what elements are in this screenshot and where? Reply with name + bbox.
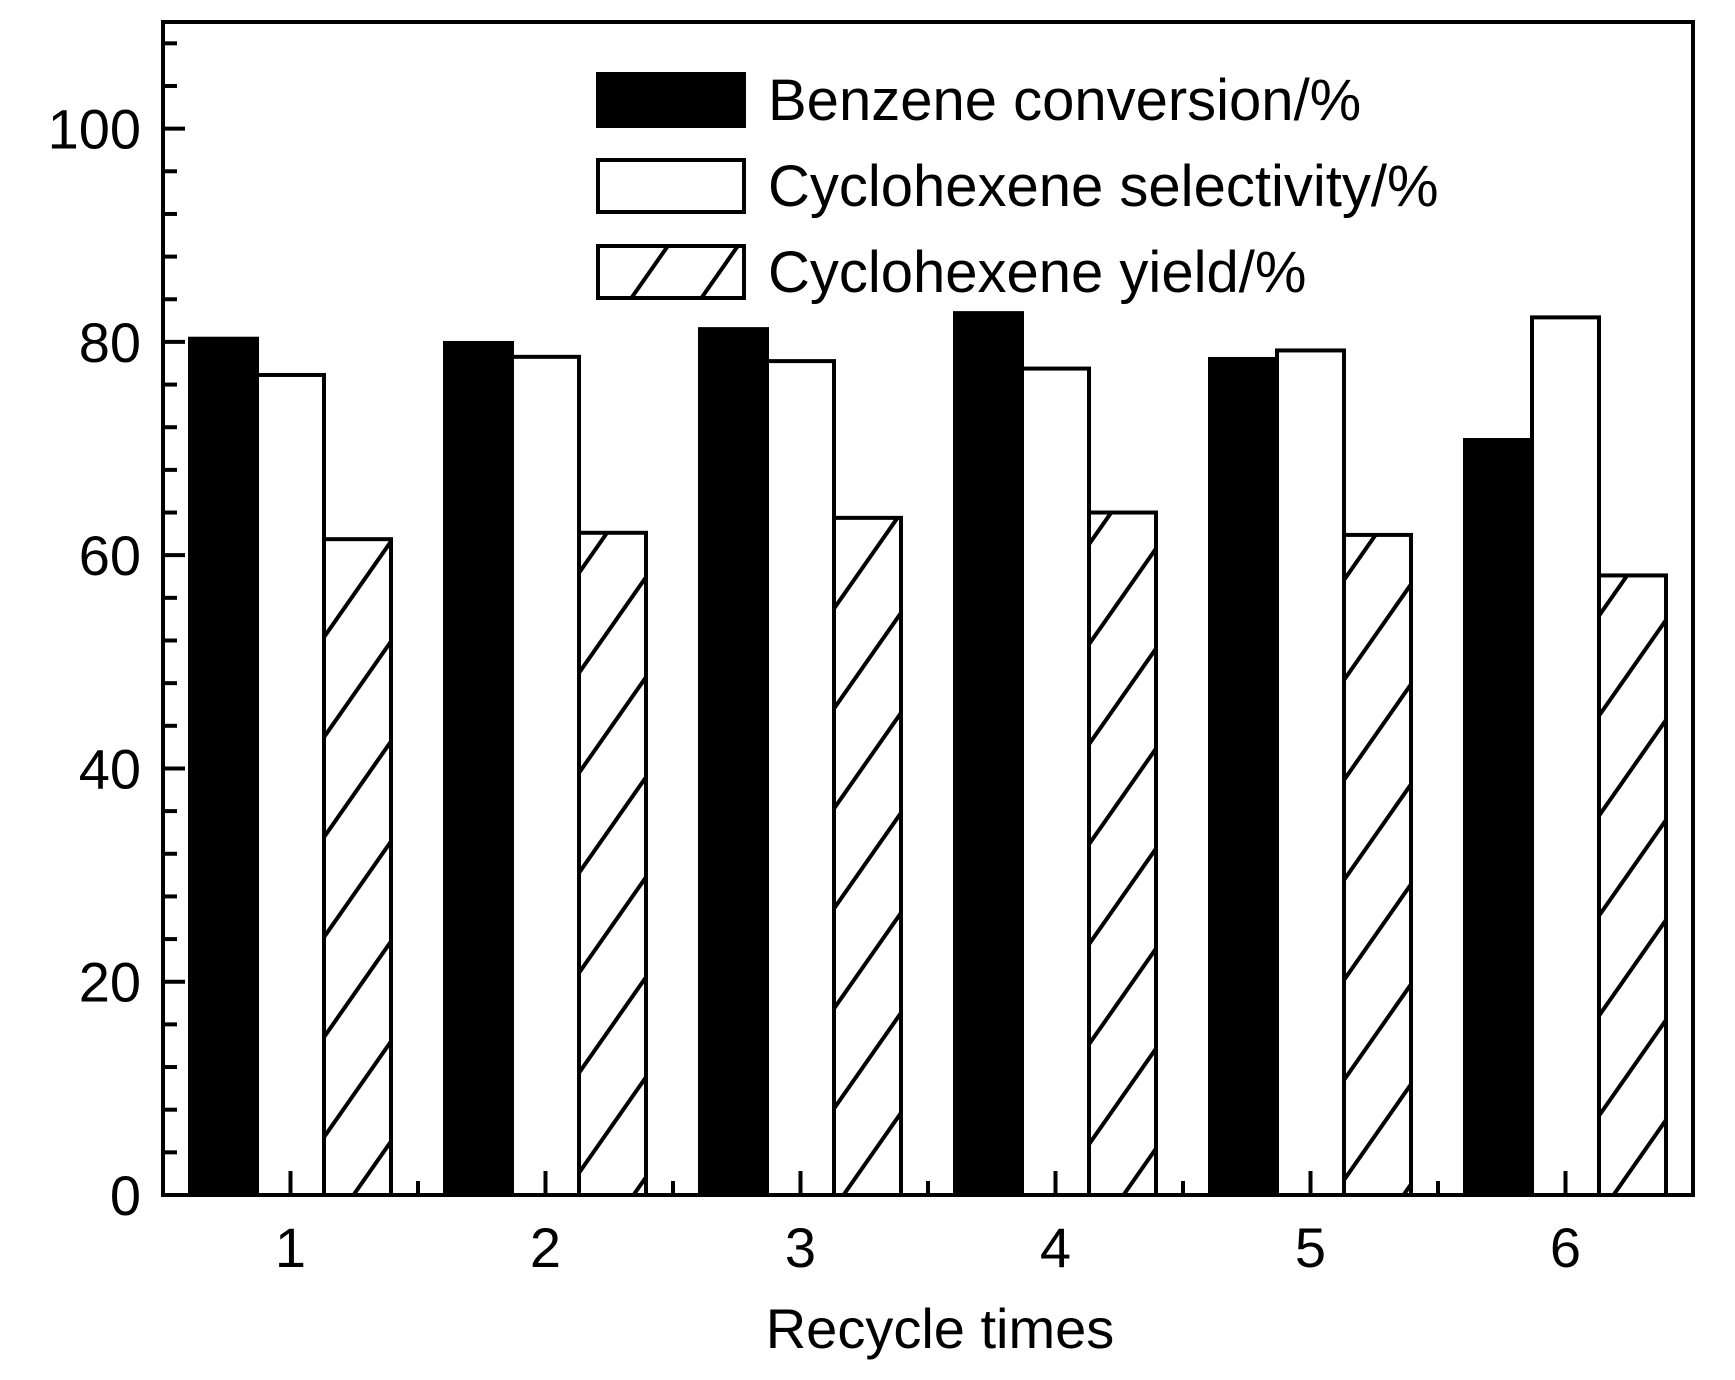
bar-open-5	[1275, 348, 1346, 1197]
bar-solid-1	[188, 336, 259, 1197]
y-tick-label: 0	[110, 1164, 141, 1227]
x-tick-label: 3	[785, 1216, 816, 1279]
bar-open-6	[1530, 315, 1601, 1197]
x-tick-label: 6	[1550, 1216, 1581, 1279]
bar-hatched-2	[577, 530, 648, 1197]
x-tick-label: 1	[275, 1216, 306, 1279]
axes-layer: 0 20 40 60 80 100 1 2 3 4 5 6	[48, 20, 1695, 1279]
bar-hatched-5	[1342, 532, 1413, 1197]
legend-label: Cyclohexene yield/%	[768, 240, 1306, 305]
legend-swatch-open	[596, 158, 746, 214]
bar-solid-6	[1463, 438, 1534, 1198]
legend-swatch-hatched	[596, 244, 746, 300]
y-tick-label: 60	[79, 524, 141, 587]
bar-open-4	[1020, 366, 1091, 1197]
bar-hatched-4	[1087, 510, 1158, 1197]
legend-label: Cyclohexene selectivity/%	[768, 154, 1439, 219]
bar-solid-5	[1208, 356, 1279, 1198]
x-tick-label: 5	[1295, 1216, 1326, 1279]
y-tick-label: 80	[79, 311, 141, 374]
y-tick-label: 100	[48, 98, 141, 161]
x-tick-label: 4	[1040, 1216, 1071, 1279]
y-tick-label: 20	[79, 951, 141, 1014]
bar-open-1	[255, 372, 326, 1197]
bar-solid-4	[953, 311, 1024, 1198]
legend-swatch-solid	[596, 72, 746, 128]
legend-label: Benzene conversion/%	[768, 68, 1361, 133]
bar-open-2	[510, 354, 581, 1197]
bar-hatched-6	[1597, 573, 1668, 1197]
bars-layer	[188, 311, 1668, 1198]
bar-open-3	[765, 359, 836, 1197]
y-tick-label: 40	[79, 737, 141, 800]
chart-legend: Benzene conversion/% Cyclohexene selectiv…	[596, 68, 1439, 305]
bar-hatched-1	[322, 537, 393, 1197]
x-tick-label: 2	[530, 1216, 561, 1279]
bar-hatched-3	[832, 515, 903, 1197]
bar-solid-2	[443, 340, 514, 1197]
bar-solid-3	[698, 327, 769, 1197]
x-axis-label: Recycle times	[766, 1297, 1115, 1360]
